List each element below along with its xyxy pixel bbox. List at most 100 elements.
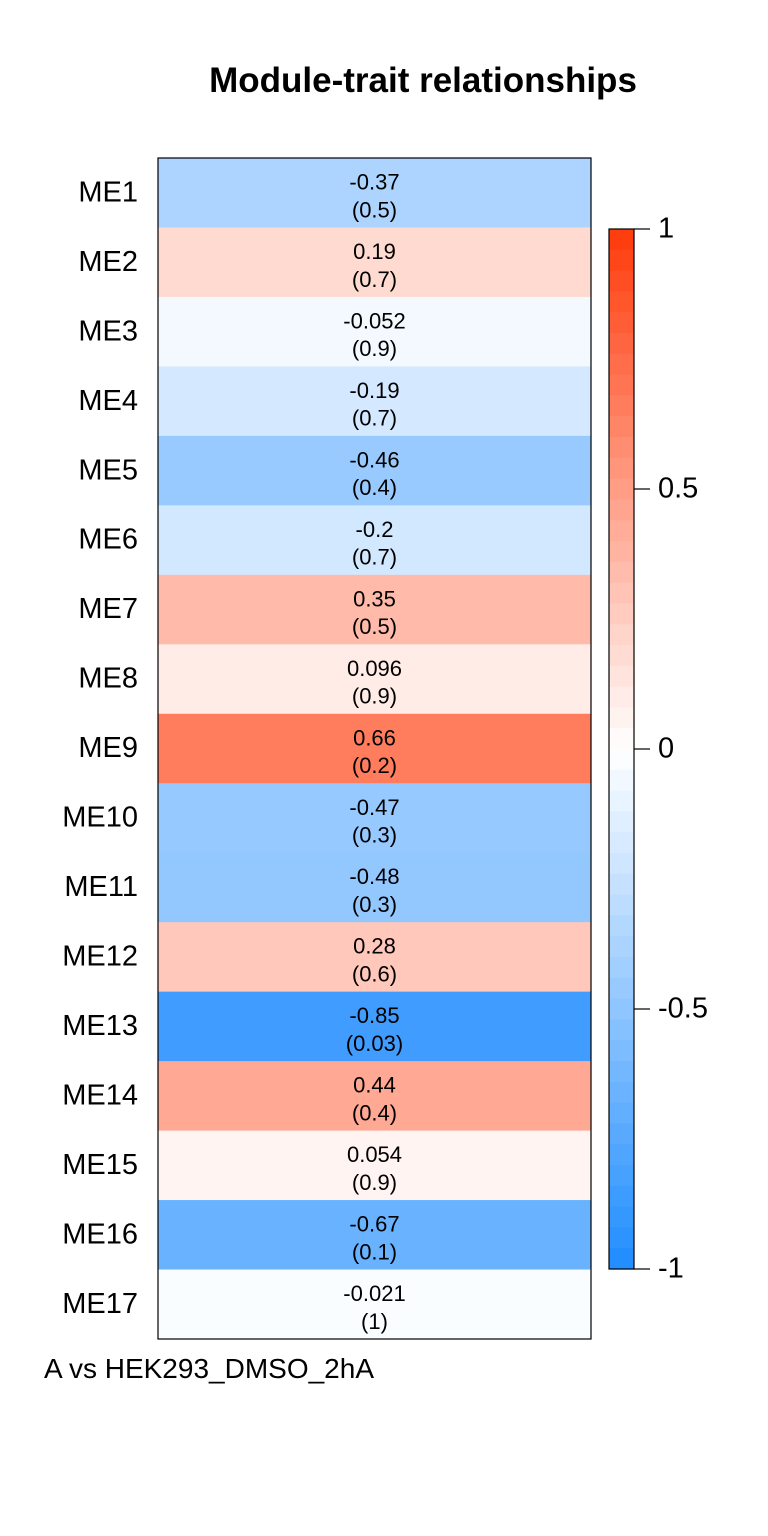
cell-value-label: -0.021 — [343, 1281, 405, 1306]
row-label: ME1 — [78, 176, 138, 208]
colorbar-segment — [609, 832, 634, 854]
colorbar-tick-label: -1 — [658, 1253, 684, 1285]
colorbar-segment — [609, 707, 634, 729]
cell-pvalue-label: (0.6) — [352, 961, 397, 986]
column-label: A vs HEK293_DMSO_2hA — [44, 1353, 374, 1384]
colorbar-segment — [609, 957, 634, 979]
heatmap-cell — [158, 644, 591, 715]
cell-value-label: 0.35 — [353, 586, 396, 611]
colorbar-segment — [609, 561, 634, 584]
cell-pvalue-label: (0.03) — [346, 1031, 403, 1056]
row-label: ME15 — [62, 1149, 138, 1181]
heatmap-cell — [158, 991, 591, 1062]
cell-value-label: -0.052 — [343, 308, 405, 333]
heatmap-cell — [158, 852, 591, 923]
heatmap-cell — [158, 296, 591, 367]
colorbar-segment — [609, 873, 634, 896]
colorbar-segment — [609, 603, 634, 625]
colorbar-segment — [609, 541, 634, 563]
heatmap-cell — [158, 435, 591, 506]
colorbar-segment — [609, 478, 634, 500]
colorbar-segment — [609, 437, 634, 459]
colorbar-segment — [609, 395, 634, 417]
cell-pvalue-label: (0.1) — [352, 1239, 397, 1264]
colorbar-segment — [609, 936, 634, 958]
colorbar-segment — [609, 1040, 634, 1062]
cell-value-label: -0.19 — [349, 378, 399, 403]
cell-pvalue-label: (0.7) — [352, 267, 397, 292]
row-label: ME8 — [78, 663, 138, 695]
row-label: ME2 — [78, 246, 138, 278]
heatmap-cell — [158, 713, 591, 784]
colorbar-tick-label: 0.5 — [658, 473, 698, 505]
colorbar-segment — [609, 1061, 634, 1083]
cell-value-label: -0.85 — [349, 1003, 399, 1028]
heatmap-cell — [158, 158, 591, 228]
colorbar-segment — [609, 1165, 634, 1187]
row-label: ME16 — [62, 1218, 138, 1250]
cell-pvalue-label: (0.9) — [352, 684, 397, 709]
colorbar-tick-label: 1 — [658, 213, 674, 245]
row-label: ME10 — [62, 802, 138, 834]
cell-value-label: -0.37 — [349, 170, 399, 195]
colorbar-segment — [609, 353, 634, 376]
row-label: ME17 — [62, 1288, 138, 1320]
colorbar-segment — [609, 582, 634, 604]
colorbar-segment — [609, 728, 634, 750]
heatmap-cell — [158, 922, 591, 993]
colorbar-segment — [609, 977, 634, 1000]
cell-pvalue-label: (0.7) — [352, 406, 397, 431]
row-label: ME13 — [62, 1010, 138, 1042]
cell-value-label: -0.48 — [349, 864, 399, 889]
heatmap-cell — [158, 1061, 591, 1132]
cell-pvalue-label: (0.9) — [352, 1170, 397, 1195]
colorbar-segment — [609, 811, 634, 833]
heatmap-cell — [158, 1269, 591, 1340]
row-label: ME3 — [78, 315, 138, 347]
colorbar-segment — [609, 915, 634, 937]
cell-pvalue-label: (0.5) — [352, 197, 397, 222]
colorbar-segment — [609, 1081, 634, 1104]
colorbar-segment — [609, 1123, 634, 1145]
cell-pvalue-label: (0.4) — [352, 475, 397, 500]
heatmap-cell — [158, 783, 591, 854]
colorbar-segment — [609, 499, 634, 521]
colorbar-segment — [609, 291, 634, 313]
cell-value-label: 0.096 — [347, 656, 402, 681]
cell-value-label: -0.67 — [349, 1212, 399, 1237]
colorbar-segment — [609, 645, 634, 667]
row-label: ME12 — [62, 941, 138, 973]
colorbar-segment — [609, 749, 634, 771]
heatmap-cell — [158, 1200, 591, 1271]
colorbar-segment — [609, 416, 634, 438]
cell-pvalue-label: (1) — [361, 1309, 388, 1334]
cell-pvalue-label: (0.9) — [352, 336, 397, 361]
cell-pvalue-label: (0.2) — [352, 753, 397, 778]
cell-pvalue-label: (0.4) — [352, 1100, 397, 1125]
chart-title: Module-trait relationships — [209, 61, 637, 100]
cell-pvalue-label: (0.3) — [352, 892, 397, 917]
colorbar-tick-label: 0 — [658, 733, 674, 765]
row-label: ME5 — [78, 454, 138, 486]
colorbar-segment — [609, 1019, 634, 1041]
heatmap-cell — [158, 1130, 591, 1201]
colorbar-segment — [609, 249, 634, 272]
row-label: ME9 — [78, 732, 138, 764]
colorbar-segment — [609, 374, 634, 396]
cell-value-label: 0.66 — [353, 725, 396, 750]
heatmap-cell — [158, 227, 591, 298]
colorbar-segment — [609, 229, 634, 251]
cell-value-label: -0.46 — [349, 447, 399, 472]
colorbar-segment — [609, 1102, 634, 1124]
cell-pvalue-label: (0.5) — [352, 614, 397, 639]
colorbar-segment — [609, 894, 634, 916]
color-legend: 1 0.5 0 -0.5 -1 — [608, 213, 708, 1285]
heatmap-cell — [158, 366, 591, 437]
colorbar-segment — [609, 665, 634, 688]
heatmap-cell — [158, 505, 591, 576]
row-label: ME7 — [78, 593, 138, 625]
colorbar-tick-label: -0.5 — [658, 993, 708, 1025]
cell-value-label: 0.44 — [353, 1073, 396, 1098]
colorbar-segment — [609, 624, 634, 646]
